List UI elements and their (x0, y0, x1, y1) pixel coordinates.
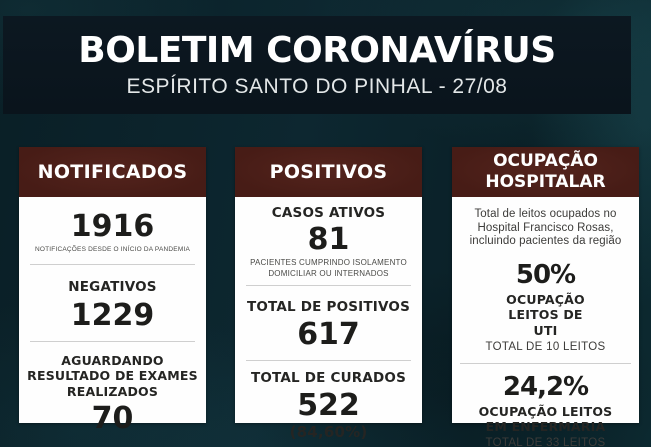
aguardando-label: AGUARDANDO RESULTADO DE EXAMES REALIZADO… (27, 352, 198, 399)
card-notificados: NOTIFICADOS 1916 NOTIFICAÇÕES DESDE O IN… (19, 147, 206, 433)
card-positivos: POSITIVOS CASOS ATIVOS 81 PACIENTES CUMP… (235, 147, 422, 441)
enfermaria-beds-caption: TOTAL DE 33 LEITOS (485, 436, 606, 447)
curados-label: TOTAL DE CURADOS (250, 370, 407, 387)
curados-percentage: (84,60%) (289, 423, 368, 442)
ocupacao-intro-text: Total de leitos ocupados no Hospital Fra… (469, 208, 622, 248)
total-positivos-label: TOTAL DE POSITIVOS (246, 299, 411, 316)
negativos-value: 1229 (70, 297, 155, 333)
curados-value: 522 (297, 388, 360, 424)
aguardando-value: 70 (91, 400, 134, 436)
divider (246, 360, 411, 362)
page-title: BOLETIM CORONAVÍRUS (78, 30, 556, 71)
divider (246, 285, 411, 287)
casos-ativos-label: CASOS ATIVOS (271, 205, 386, 221)
notificados-total-caption: NOTIFICAÇÕES DESDE O INÍCIO DA PANDEMIA (34, 246, 191, 253)
title-band: BOLETIM CORONAVÍRUS ESPÍRITO SANTO DO PI… (3, 16, 631, 114)
card-ocupacao-hospitalar: OCUPAÇÃO HOSPITALAR Total de leitos ocup… (452, 147, 639, 447)
card-ocupacao-title: OCUPAÇÃO HOSPITALAR (452, 147, 639, 197)
casos-ativos-value: 81 (307, 221, 350, 257)
uti-occupancy-label: OCUPAÇÃO LEITOS DE UTI (506, 291, 585, 338)
divider (460, 362, 631, 364)
uti-beds-caption: TOTAL DE 10 LEITOS (485, 340, 606, 353)
divider (30, 340, 195, 342)
enfermaria-occupancy-label: OCUPAÇÃO LEITOS EM ENFERMARIA (478, 403, 613, 435)
uti-occupancy-value: 50% (515, 259, 576, 290)
casos-ativos-caption: PACIENTES CUMPRINDO ISOLAMENTO DOMICILIA… (250, 257, 407, 278)
page-subtitle: ESPÍRITO SANTO DO PINHAL - 27/08 (126, 75, 508, 98)
divider (30, 263, 195, 265)
enfermaria-occupancy-value: 24,2% (502, 371, 589, 402)
negativos-label: NEGATIVOS (68, 278, 157, 295)
total-positivos-value: 617 (297, 317, 360, 353)
card-positivos-title: POSITIVOS (235, 147, 422, 197)
notificados-total-value: 1916 (70, 209, 155, 244)
card-notificados-title: NOTIFICADOS (19, 147, 206, 197)
